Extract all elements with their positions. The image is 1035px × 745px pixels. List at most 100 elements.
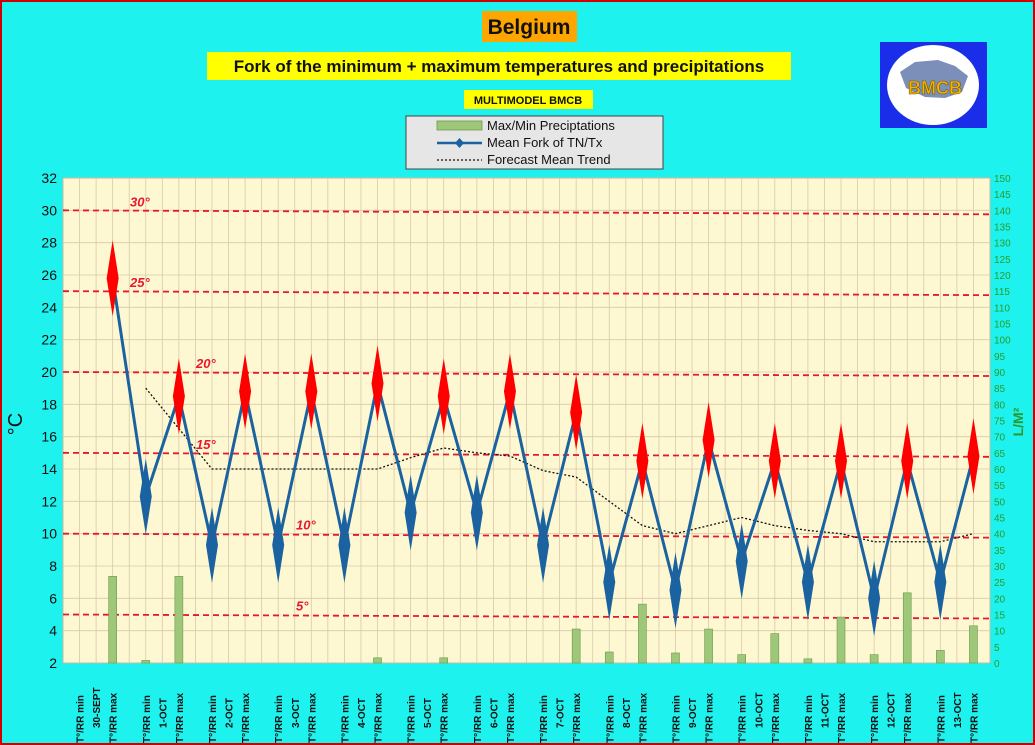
- max-diamond-marker: [371, 345, 384, 422]
- y-left-tick-label: 22: [41, 332, 57, 348]
- y-right-tick-label: 95: [994, 352, 1006, 363]
- min-diamond-marker: [801, 544, 814, 621]
- x-tick-label: T°/RR max: [307, 692, 318, 743]
- x-tick-label: T°/RR min: [870, 695, 881, 743]
- chart-subtitle: Fork of the minimum + maximum temperatur…: [234, 57, 764, 76]
- precip-bar: [638, 603, 647, 664]
- legend-fork-marker: [455, 138, 464, 148]
- reference-line-label: 25°: [129, 275, 150, 290]
- y-left-tick-label: 6: [49, 590, 57, 606]
- x-tick-label: T°/RR min: [936, 695, 947, 743]
- y-left-tick-label: 4: [49, 623, 57, 639]
- y-right-tick-label: 80: [994, 400, 1006, 411]
- x-tick-label: T°/RR min: [76, 695, 87, 743]
- legend-precip-swatch: [436, 120, 483, 131]
- y-left-tick-label: 32: [41, 170, 57, 186]
- model-label: MULTIMODEL BMCB: [474, 95, 582, 107]
- x-tick-label: T°/RR min: [274, 695, 285, 743]
- legend-trend-label: Forecast Mean Trend: [487, 152, 611, 167]
- precip-bar: [704, 628, 713, 664]
- min-diamond-marker: [470, 474, 483, 551]
- max-diamond-marker: [305, 353, 318, 430]
- date-label: 12-OCT: [887, 692, 898, 728]
- y-left-tick-label: 24: [41, 299, 57, 315]
- x-tick-label: T°/RR max: [175, 692, 186, 743]
- y-right-tick-label: 35: [994, 546, 1006, 557]
- y-right-tick-label: 150: [994, 174, 1011, 185]
- reference-line: [62, 290, 991, 297]
- y-left-tick-label: 10: [41, 526, 57, 542]
- reference-line: [62, 451, 991, 458]
- y-left-tick-label: 8: [49, 558, 57, 574]
- x-tick-label: T°/RR min: [804, 695, 815, 743]
- y-right-tick-label: 115: [994, 287, 1010, 298]
- min-diamond-marker: [537, 506, 550, 583]
- y-right-tick-label: 25: [994, 578, 1006, 589]
- y-right-tick-label: 90: [994, 368, 1006, 379]
- y-right-tick-label: 5: [994, 643, 1000, 654]
- y-right-tick-label: 140: [994, 206, 1011, 217]
- y-right-tick-label: 15: [994, 611, 1006, 622]
- subtitle-box: [207, 52, 791, 80]
- date-label: 10-OCT: [754, 692, 765, 728]
- x-tick-label: T°/RR max: [109, 692, 120, 743]
- precip-bar: [836, 616, 846, 664]
- y-left-tick-label: 18: [41, 396, 57, 412]
- x-tick-label: T°/RR min: [407, 695, 418, 743]
- x-tick-label: T°/RR min: [208, 695, 219, 743]
- min-diamond-marker: [603, 544, 616, 621]
- logo-text: BMCB: [908, 78, 962, 98]
- min-diamond-marker: [735, 523, 748, 600]
- date-label: 5-OCT: [423, 698, 434, 728]
- precip-bar: [902, 592, 912, 664]
- y-right-tick-label: 45: [994, 514, 1006, 525]
- x-tick-label: T°/RR min: [605, 695, 616, 743]
- precip-bar: [108, 576, 117, 664]
- y-right-tick-label: 75: [994, 417, 1006, 428]
- x-tick-label: T°/RR max: [440, 692, 451, 743]
- max-diamond-marker: [835, 422, 848, 499]
- reference-line: [62, 532, 991, 539]
- precip-bar: [671, 652, 680, 664]
- max-diamond-marker: [172, 358, 185, 435]
- y-right-tick-label: 130: [994, 239, 1011, 250]
- x-tick-label: T°/RR max: [837, 692, 848, 743]
- date-label: 9-OCT: [688, 698, 699, 728]
- x-tick-label: T°/RR max: [572, 692, 583, 743]
- x-tick-label: T°/RR max: [374, 692, 385, 743]
- y-right-tick-label: 30: [994, 562, 1006, 573]
- reference-line-label: 30°: [130, 194, 150, 209]
- x-tick-label: T°/RR min: [473, 695, 484, 743]
- y-left-tick-label: 16: [41, 429, 57, 445]
- y-right-tick-label: 50: [994, 497, 1006, 508]
- max-diamond-marker: [636, 422, 649, 499]
- y-left-tick-label: 2: [49, 655, 57, 671]
- reference-line: [62, 371, 991, 377]
- legend-precip-label: Max/Min Preciptations: [487, 118, 615, 133]
- max-diamond-marker: [437, 358, 450, 435]
- x-tick-label: T°/RR max: [705, 692, 716, 743]
- y-left-tick-label: 26: [41, 267, 57, 283]
- y-right-tick-label: 0: [994, 659, 1000, 670]
- y-right-axis-label: L/M²: [1010, 407, 1026, 436]
- trend-line: [145, 387, 974, 543]
- y-right-tick-label: 70: [994, 433, 1006, 444]
- chart-title: Belgium: [488, 16, 571, 39]
- date-label: 7-OCT: [556, 698, 567, 728]
- reference-line-label: 5°: [296, 599, 309, 614]
- precip-bar: [439, 657, 449, 664]
- legend-fork-label: Mean Fork of TN/Tx: [487, 135, 603, 150]
- precip-bar: [969, 625, 978, 664]
- y-right-tick-label: 65: [994, 449, 1006, 460]
- y-left-tick-label: 14: [41, 461, 57, 477]
- date-label: 1-OCT: [158, 698, 169, 728]
- x-tick-label: T°/RR max: [969, 692, 980, 743]
- y-right-tick-label: 120: [994, 271, 1011, 282]
- max-diamond-marker: [702, 401, 715, 478]
- min-diamond-marker: [338, 506, 351, 583]
- precip-bar: [604, 651, 614, 664]
- min-diamond-marker: [669, 552, 682, 629]
- max-diamond-marker: [570, 374, 583, 451]
- x-tick-label: T°/RR min: [539, 695, 550, 743]
- y-right-tick-label: 125: [994, 255, 1011, 266]
